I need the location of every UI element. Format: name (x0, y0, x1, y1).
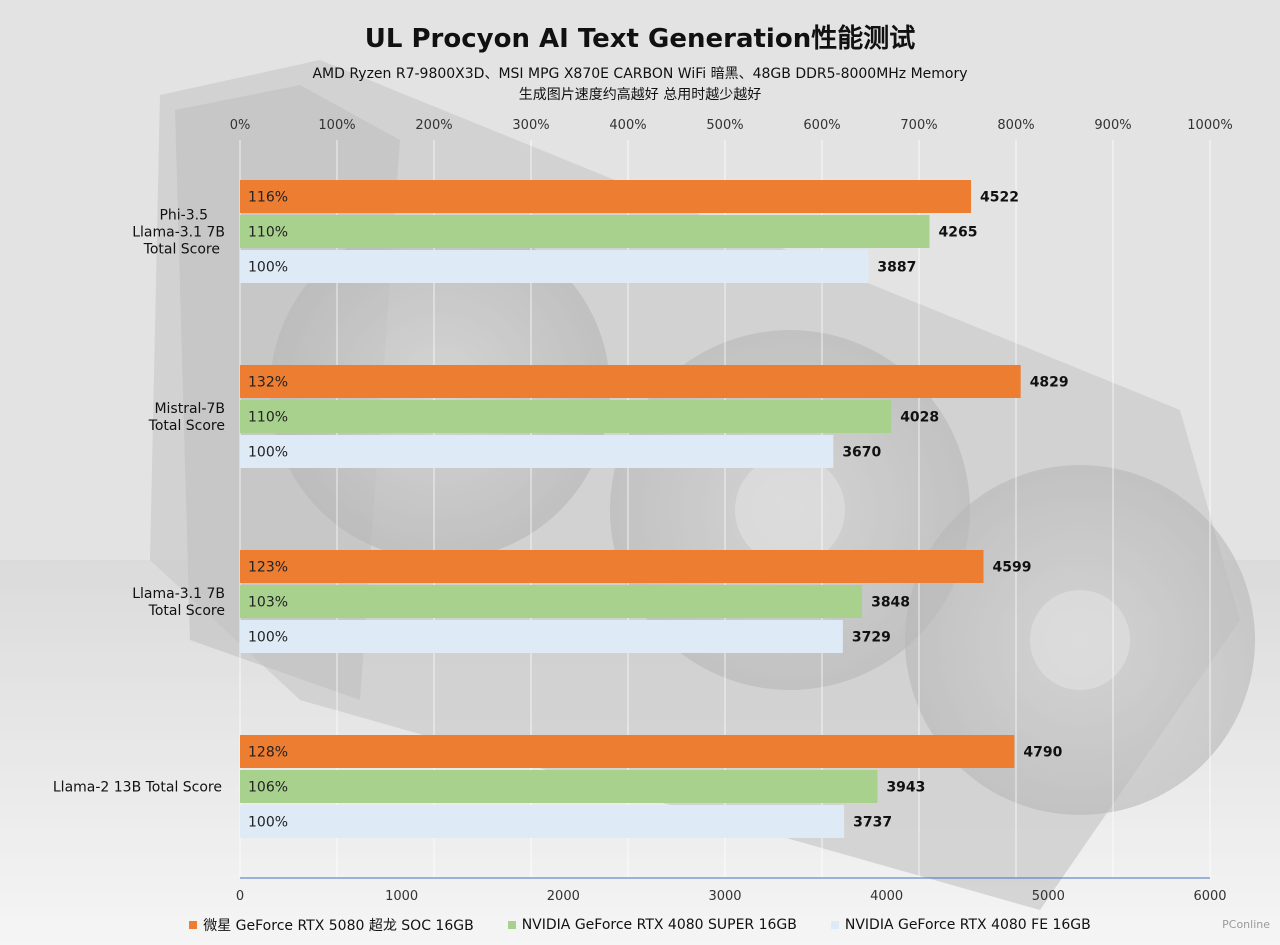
bar-percent-label: 103% (248, 595, 288, 611)
y-axis-category-label-line: Mistral-7B (154, 401, 225, 417)
bar (240, 400, 892, 433)
legend-item-4080-fe: NVIDIA GeForce RTX 4080 FE 16GB (830, 914, 1091, 936)
bar-percent-label: 123% (248, 560, 288, 576)
bar-value-label: 4522 (980, 190, 1019, 206)
y-axis-category-label: Llama-3.1 7B Total Score (132, 586, 225, 619)
chart-legend: 微星 GeForce RTX 5080 超龙 SOC 16GB NVIDIA G… (0, 914, 1280, 936)
bar (240, 735, 1015, 768)
bar-value-label: 3670 (842, 445, 881, 461)
chart-title: UL Procyon AI Text Generation性能测试 (364, 24, 916, 54)
x-axis-top-tick-label: 0% (230, 118, 251, 133)
x-axis-top-tick-label: 400% (609, 118, 646, 133)
bar-percent-label: 110% (248, 410, 288, 426)
x-axis-tick-label: 5000 (1032, 889, 1065, 904)
bar-percent-label: 116% (248, 190, 288, 206)
y-axis-category-label-line: Phi-3.5 (159, 208, 208, 224)
bar-percent-label: 100% (248, 630, 288, 646)
bar-value-label: 4265 (939, 225, 978, 241)
bar-percent-label: 100% (248, 815, 288, 831)
x-axis-tick-label: 3000 (708, 889, 741, 904)
bar (240, 620, 843, 653)
x-axis-tick-label: 0 (236, 889, 244, 904)
bar-value-label: 3848 (871, 595, 910, 611)
y-axis-category-label-line: Llama-2 13B Total Score (53, 780, 222, 796)
bar (240, 180, 972, 213)
x-axis-top-tick-label: 200% (415, 118, 452, 133)
bar (240, 365, 1021, 398)
x-axis-top-tick-label: 600% (803, 118, 840, 133)
y-axis-category-label: Phi-3.5 Llama-3.1 7B Total Score (132, 208, 225, 258)
bar (240, 585, 863, 618)
legend-label-msi-5080: 微星 GeForce RTX 5080 超龙 SOC 16GB (203, 918, 474, 934)
bar (240, 805, 845, 838)
legend-swatch-4080-fe (830, 921, 839, 929)
y-axis-category-label-line: Total Score (148, 418, 225, 434)
bar-value-label: 4599 (993, 560, 1032, 576)
bar (240, 215, 930, 248)
bar-percent-label: 100% (248, 445, 288, 461)
y-axis-category-label-line: Total Score (143, 242, 220, 258)
x-axis-top-tick-label: 300% (512, 118, 549, 133)
x-axis-tick-label: 4000 (870, 889, 903, 904)
bar (240, 770, 878, 803)
bar (240, 550, 984, 583)
y-axis-category-label-line: Total Score (148, 603, 225, 619)
bar-value-label: 4790 (1023, 745, 1062, 761)
bar-value-label: 4829 (1030, 375, 1069, 391)
bar-percent-label: 110% (248, 225, 288, 241)
bar (240, 435, 834, 468)
bar-value-label: 4028 (900, 410, 939, 426)
bar-value-label: 3729 (852, 630, 891, 646)
x-axis-tick-label: 1000 (385, 889, 418, 904)
legend-item-4080-super: NVIDIA GeForce RTX 4080 SUPER 16GB (507, 914, 797, 936)
bar-percent-label: 100% (248, 260, 288, 276)
bar-percent-label: 106% (248, 780, 288, 796)
x-axis-top-tick-label: 500% (706, 118, 743, 133)
legend-swatch-msi-5080 (189, 921, 198, 929)
bar-value-label: 3887 (877, 260, 916, 276)
x-axis-tick-label: 6000 (1193, 889, 1226, 904)
legend-item-msi-5080: 微星 GeForce RTX 5080 超龙 SOC 16GB (189, 914, 474, 936)
y-axis-category-label: Llama-2 13B Total Score (53, 780, 222, 796)
chart-subtitle-line-1: AMD Ryzen R7-9800X3D、MSI MPG X870E CARBO… (312, 66, 968, 82)
watermark-logo: PConline (1222, 918, 1270, 931)
legend-swatch-4080-super (507, 921, 516, 929)
x-axis-top-tick-label: 900% (1094, 118, 1131, 133)
bar-percent-label: 128% (248, 745, 288, 761)
bar (240, 250, 869, 283)
legend-label-4080-fe: NVIDIA GeForce RTX 4080 FE 16GB (844, 917, 1091, 933)
x-axis-top-tick-label: 1000% (1187, 118, 1232, 133)
y-axis-category-label: Mistral-7B Total Score (148, 401, 225, 434)
bar-value-label: 3737 (853, 815, 892, 831)
legend-label-4080-super: NVIDIA GeForce RTX 4080 SUPER 16GB (521, 917, 797, 933)
bar-percent-label: 132% (248, 375, 288, 391)
x-axis-top-tick-label: 800% (997, 118, 1034, 133)
chart-subtitle-line-2: 生成图片速度约高越好 总用时越少越好 (518, 87, 762, 103)
y-axis-category-label-line: Llama-3.1 7B (132, 225, 225, 241)
x-axis-top-tick-label: 100% (318, 118, 355, 133)
bar-value-label: 3943 (886, 780, 925, 796)
y-axis-category-label-line: Llama-3.1 7B (132, 586, 225, 602)
x-axis-tick-label: 2000 (547, 889, 580, 904)
x-axis-top-tick-label: 700% (900, 118, 937, 133)
